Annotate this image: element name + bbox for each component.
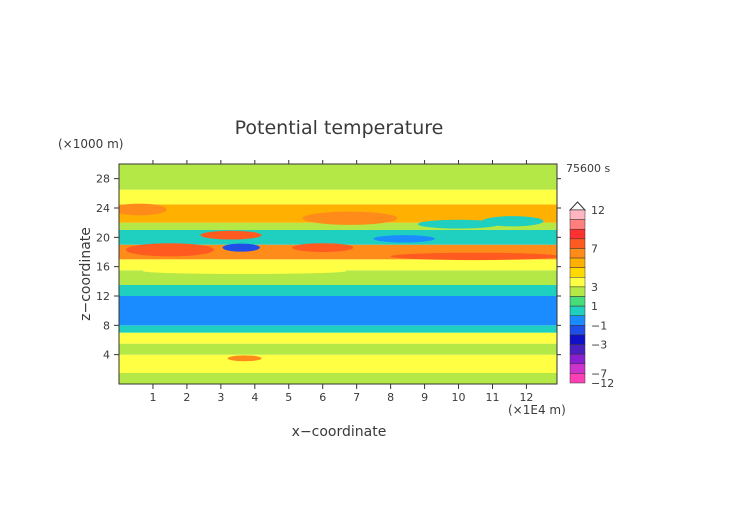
x-tick-label: 7 bbox=[353, 391, 360, 404]
field-blob-5 bbox=[119, 203, 167, 216]
chart-title: Potential temperature bbox=[235, 117, 444, 139]
field-blob-10 bbox=[227, 355, 262, 362]
plot-area bbox=[119, 164, 557, 384]
field-band-10 bbox=[119, 230, 557, 245]
x-tick-label: 1 bbox=[149, 391, 156, 404]
colorbar-level bbox=[569, 277, 586, 288]
field-blob-0 bbox=[125, 243, 215, 257]
field-band-5 bbox=[119, 296, 557, 326]
colorbar-level bbox=[569, 296, 586, 307]
colorbar-level bbox=[569, 238, 586, 249]
y-tick-label: 8 bbox=[103, 319, 110, 332]
colorbar-tick-label: −12 bbox=[591, 377, 614, 390]
time-label: 75600 s bbox=[566, 162, 610, 175]
colorbar-level bbox=[569, 209, 586, 220]
y-unit-label: (×1000 m) bbox=[58, 137, 123, 151]
field-blob-7 bbox=[417, 219, 500, 229]
colorbar-tick-label: 7 bbox=[591, 242, 598, 255]
colorbar-level bbox=[569, 363, 586, 374]
y-ticks: 4 8 12 16 20 24 28 bbox=[96, 173, 561, 362]
colorbar-tick-label: −7 bbox=[591, 367, 607, 380]
y-tick-label: 24 bbox=[96, 202, 110, 215]
field-band-3 bbox=[119, 332, 557, 344]
x-tick-label: 6 bbox=[319, 391, 326, 404]
y-axis-label: z−coordinate bbox=[78, 227, 94, 321]
field-band-6 bbox=[119, 285, 557, 296]
colorbar-level bbox=[569, 286, 586, 297]
plot-frame bbox=[118, 163, 558, 385]
colorbar-level bbox=[569, 257, 586, 268]
colorbar-tick-label: −1 bbox=[591, 319, 607, 332]
x-tick-label: 9 bbox=[421, 391, 428, 404]
x-ticks: 1 2 3 4 5 6 7 8 9 10 11 12 bbox=[149, 160, 533, 404]
y-tick-label: 4 bbox=[103, 349, 110, 362]
field-band-2 bbox=[119, 343, 557, 355]
field-blob-3 bbox=[292, 243, 354, 253]
x-tick-label: 2 bbox=[183, 391, 190, 404]
x-unit-label: (×1E4 m) bbox=[508, 403, 566, 417]
field-blob-9 bbox=[482, 216, 544, 227]
colorbar-tick-label: −3 bbox=[591, 339, 607, 352]
colorbar-level bbox=[569, 305, 586, 316]
colorbar-level bbox=[569, 373, 586, 384]
field-band-13 bbox=[119, 189, 557, 205]
field-band-11 bbox=[119, 222, 557, 230]
field-band-8 bbox=[119, 259, 557, 271]
field-blob-4 bbox=[302, 211, 398, 225]
x-tick-label: 12 bbox=[519, 391, 533, 404]
colorbar-level bbox=[569, 228, 586, 240]
x-tick-label: 8 bbox=[387, 391, 394, 404]
field-band-0 bbox=[119, 373, 557, 384]
colorbar-level bbox=[569, 267, 586, 278]
field-blob-1 bbox=[222, 243, 260, 252]
colorbar-level bbox=[569, 315, 586, 326]
x-tick-label: 11 bbox=[485, 391, 499, 404]
field-blob-2 bbox=[200, 230, 262, 240]
field-band-7 bbox=[119, 270, 557, 285]
colorbar-extend-arrow bbox=[568, 201, 587, 211]
x-tick-label: 5 bbox=[285, 391, 292, 404]
field-band-14 bbox=[119, 164, 557, 190]
colorbar-tick-label: 3 bbox=[591, 281, 598, 294]
colorbar-level bbox=[569, 325, 586, 336]
colorbar-tick-label: 1 bbox=[591, 300, 598, 313]
y-tick-label: 20 bbox=[96, 231, 110, 244]
y-tick-label: 28 bbox=[96, 173, 110, 186]
colorbar-level bbox=[569, 219, 586, 230]
colorbar-level bbox=[569, 344, 586, 355]
colorbar-level bbox=[569, 353, 586, 365]
x-tick-label: 10 bbox=[452, 391, 466, 404]
field-blob-6 bbox=[373, 235, 435, 243]
x-tick-label: 4 bbox=[251, 391, 258, 404]
colorbar: 12 7 3 1 −1 −3 −7−12 bbox=[568, 201, 614, 390]
field-band-1 bbox=[119, 354, 557, 373]
colorbar-tick-label: 12 bbox=[591, 204, 605, 217]
field-blob-11 bbox=[142, 268, 347, 275]
y-tick-label: 16 bbox=[96, 261, 110, 274]
field-band-4 bbox=[119, 325, 557, 333]
colorbar-level bbox=[569, 334, 586, 345]
x-axis-label: x−coordinate bbox=[292, 424, 387, 440]
y-tick-label: 12 bbox=[96, 290, 110, 303]
field-blob-8 bbox=[390, 252, 557, 261]
x-tick-label: 3 bbox=[217, 391, 224, 404]
colorbar-level bbox=[569, 248, 586, 259]
